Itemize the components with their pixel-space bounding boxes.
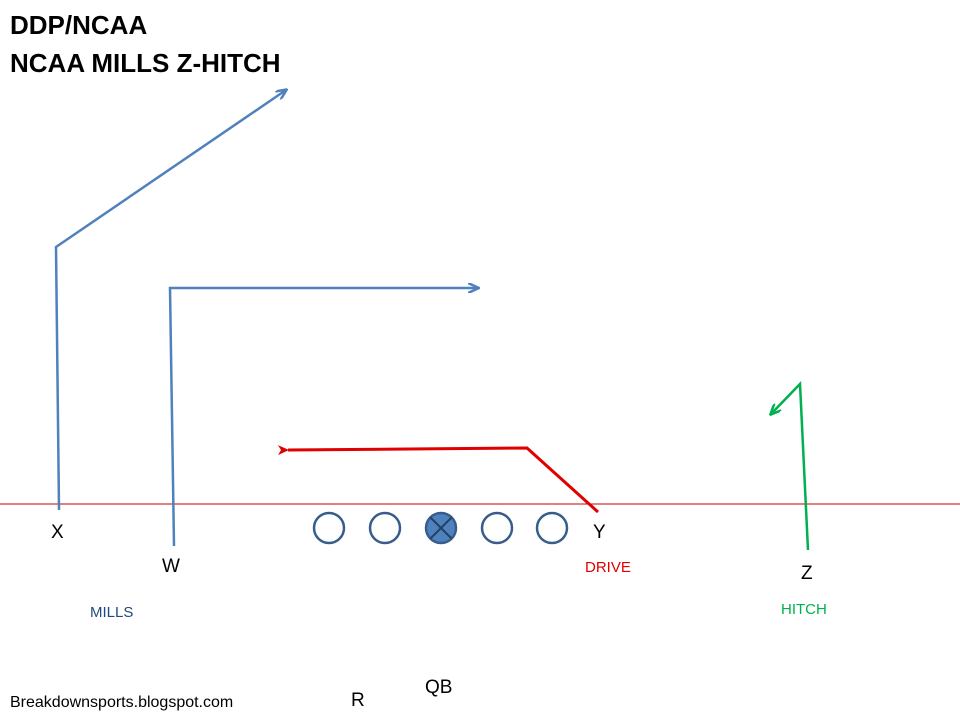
hitch-route-label: HITCH	[781, 601, 827, 618]
mills-route-label: MILLS	[90, 604, 133, 621]
player-w-label: W	[162, 556, 180, 577]
player-r-label: R	[351, 690, 365, 711]
player-y-label: Y	[593, 522, 606, 543]
player-x-label: X	[51, 522, 64, 543]
y-drive-route	[277, 445, 600, 514]
w-route	[168, 288, 478, 547]
site-credit: Breakdownsports.blogspot.com	[10, 694, 233, 711]
player-qb-label: QB	[425, 677, 452, 698]
player-z-label: Z	[801, 563, 813, 584]
right-guard	[480, 511, 514, 545]
left-tackle	[312, 511, 346, 545]
offensive-line	[312, 511, 569, 545]
x-route	[54, 90, 286, 511]
right-tackle	[535, 511, 569, 545]
title-line-2: NCAA MILLS Z-HITCH	[10, 48, 281, 78]
drive-route-label: DRIVE	[585, 559, 631, 576]
z-hitch-route	[771, 381, 810, 551]
title-line-1: DDP/NCAA	[10, 10, 147, 40]
left-guard	[368, 511, 402, 545]
center	[424, 511, 458, 545]
